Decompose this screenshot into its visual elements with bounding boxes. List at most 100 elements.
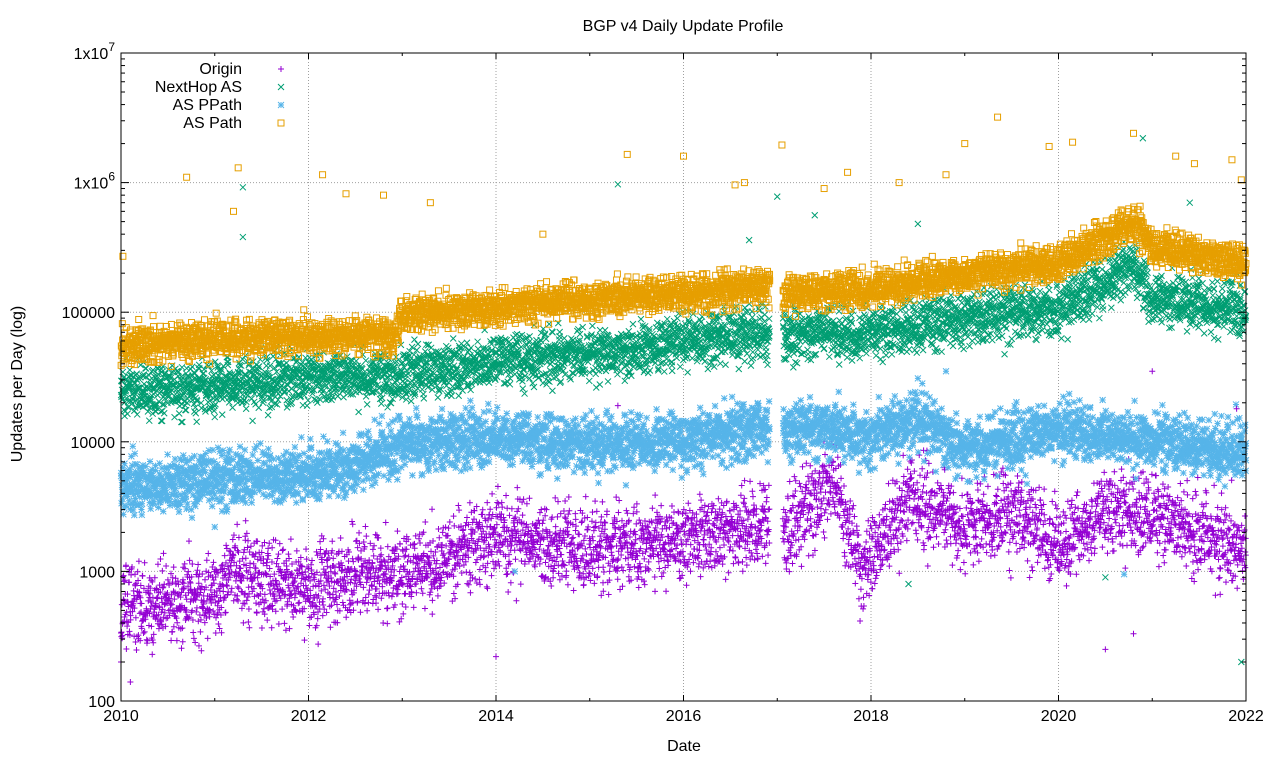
data-point [860,603,867,610]
data-point [974,480,981,487]
data-point [466,499,473,506]
data-point [1015,479,1022,486]
data-point [687,568,694,575]
data-point [1163,531,1170,538]
data-point [221,572,228,579]
data-point [384,543,391,550]
data-point [159,624,166,631]
data-point [315,641,322,648]
data-point [604,508,611,515]
data-point [159,567,166,574]
data-point [138,500,146,508]
data-point [238,605,245,612]
y-axis-label: Updates per Day (log) [9,306,26,463]
data-point [375,606,382,613]
data-point [1122,499,1129,506]
data-point [687,541,694,548]
data-point [221,565,228,572]
data-point [809,470,816,477]
data-point [728,513,735,520]
data-point [898,517,905,524]
data-point [418,585,425,592]
data-point [1079,514,1086,521]
data-point [933,533,940,540]
data-point [1051,535,1058,542]
data-point [598,513,605,520]
data-point [911,468,918,475]
data-point [572,510,579,517]
data-point [322,586,329,593]
data-point [652,492,659,499]
data-point [796,480,803,487]
data-point [1177,480,1184,487]
data-point [1177,548,1183,555]
data-point [166,581,173,588]
data-point [834,454,841,461]
data-point [377,553,384,560]
data-point [179,638,186,645]
data-point [212,599,219,606]
data-point [1007,480,1014,487]
data-point [245,619,252,626]
data-point [186,613,193,620]
data-point [187,580,194,587]
data-point [671,509,678,516]
chart-title: BGP v4 Daily Update Profile [583,18,784,35]
data-point [446,519,453,526]
data-point [593,508,600,515]
data-point [189,561,196,568]
data-point [1219,543,1226,550]
data-point [681,559,688,566]
data-point [514,508,521,515]
data-point [897,538,904,545]
data-point [1215,575,1222,582]
data-point [309,557,316,564]
data-point [322,550,329,557]
data-point [663,588,670,595]
data-point [735,559,742,566]
data-point [132,614,139,621]
data-point [253,600,260,607]
data-point [930,544,937,551]
data-point [319,598,326,605]
data-point [215,620,222,627]
data-point [164,590,171,597]
data-point [824,516,831,523]
data-point [989,537,996,544]
data-point [697,573,704,580]
data-point [296,599,303,606]
data-point [970,561,977,568]
data-point [1228,477,1235,484]
data-point [992,499,999,506]
data-point [133,646,140,653]
data-point [1183,563,1190,570]
data-point [779,535,786,542]
data-point [885,480,892,487]
data-point [517,581,524,588]
data-point [435,526,442,533]
data-point [871,553,878,560]
data-point [1198,546,1205,553]
data-point [512,514,519,521]
data-point [299,608,306,615]
data-point [349,521,356,528]
data-point [685,500,692,507]
data-point [594,573,601,580]
data-point [591,580,598,587]
data-point [1118,466,1125,473]
data-point [913,530,920,537]
data-point [269,544,276,551]
data-point [762,560,769,567]
data-point [132,571,139,578]
data-point [402,590,409,597]
data-point [463,569,470,576]
data-point [1184,491,1191,498]
data-point [365,591,372,598]
data-point [329,538,336,545]
data-point [564,581,571,588]
data-point [1013,548,1020,555]
data-point [128,571,135,578]
data-point [781,529,788,536]
data-point [126,632,133,639]
data-point [339,599,346,606]
